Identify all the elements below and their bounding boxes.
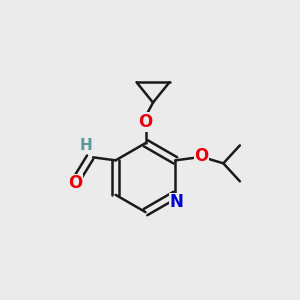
Text: O: O xyxy=(138,113,153,131)
Text: H: H xyxy=(79,139,92,154)
Text: O: O xyxy=(68,175,82,193)
Text: N: N xyxy=(170,194,184,211)
Text: O: O xyxy=(194,147,208,165)
